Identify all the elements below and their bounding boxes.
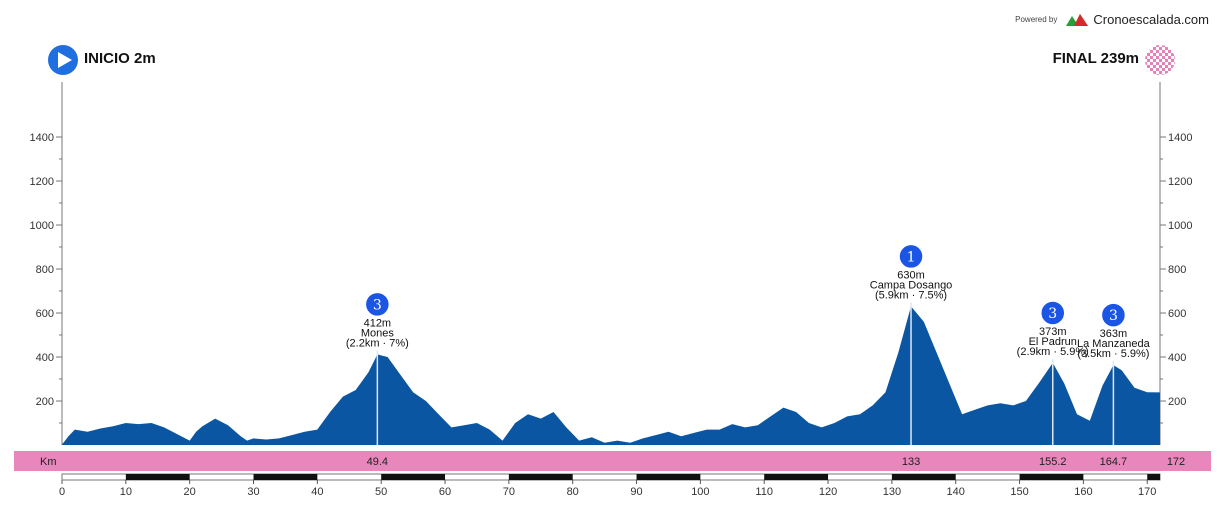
climb-category-label: 3 bbox=[1048, 306, 1057, 322]
x-tick-label: 140 bbox=[947, 486, 965, 498]
x-tick-label: 0 bbox=[59, 486, 65, 498]
climb-category-label: 3 bbox=[373, 297, 382, 313]
climb-elevation-label: 363m bbox=[1100, 328, 1128, 340]
y-tick-label-right: 200 bbox=[1168, 396, 1186, 408]
km-band-bar bbox=[14, 451, 1211, 471]
km-band-mark: 164.7 bbox=[1100, 456, 1128, 468]
km-band-mark: 155.2 bbox=[1039, 456, 1067, 468]
climb-elevation-label: 630m bbox=[897, 269, 925, 281]
y-tick-label-right: 600 bbox=[1168, 308, 1186, 320]
x-tick-label: 40 bbox=[311, 486, 323, 498]
y-tick-label-right: 1200 bbox=[1168, 176, 1192, 188]
x-scale-segment bbox=[764, 474, 829, 480]
y-tick-label-left: 800 bbox=[36, 264, 54, 276]
y-tick-label-left: 1400 bbox=[30, 132, 54, 144]
x-tick-label: 150 bbox=[1010, 486, 1028, 498]
x-tick-label: 30 bbox=[247, 486, 259, 498]
km-band-mark: 49.4 bbox=[367, 456, 388, 468]
y-axis-left: 200 400 600 800 1000 1200 1400 bbox=[30, 82, 63, 445]
x-tick-label: 120 bbox=[819, 486, 837, 498]
x-scale-segment bbox=[1019, 474, 1084, 480]
y-tick-label-left: 200 bbox=[36, 396, 54, 408]
x-scale-segment bbox=[1147, 474, 1160, 480]
x-tick-label: 110 bbox=[755, 486, 773, 498]
powered-by-text: Powered by bbox=[1015, 15, 1058, 24]
y-tick-label-left: 1000 bbox=[30, 220, 54, 232]
climb-elevation-label: 373m bbox=[1039, 326, 1067, 338]
x-scale-segment bbox=[125, 474, 190, 480]
climb-detail-label: (2.2km · 7%) bbox=[346, 337, 409, 349]
x-tick-label: 70 bbox=[503, 486, 515, 498]
mountain-logo-icon bbox=[1066, 13, 1089, 26]
x-scale-segment bbox=[508, 474, 573, 480]
climb-name-label: Mones bbox=[361, 327, 395, 339]
x-tick-label: 20 bbox=[184, 486, 196, 498]
x-tick-label: 170 bbox=[1138, 486, 1156, 498]
x-scale-segment bbox=[891, 474, 956, 480]
checkered-flag-icon bbox=[1145, 45, 1175, 75]
x-scale-bar-outline bbox=[61, 473, 1161, 481]
y-tick-label-left: 600 bbox=[36, 308, 54, 320]
x-scale-segment bbox=[253, 474, 318, 480]
climb-category-badge bbox=[364, 291, 391, 318]
climb-category-badge bbox=[1040, 300, 1066, 326]
climb-detail-label: (3.5km · 5.9%) bbox=[1077, 348, 1149, 360]
y-tick-label-left: 400 bbox=[36, 352, 54, 364]
y-tick-label-right: 1000 bbox=[1168, 220, 1192, 232]
km-band: Km 49.4 133 155.2 164.7 172 bbox=[14, 451, 1211, 471]
climb-detail-label: (2.9km · 5.9%) bbox=[1017, 346, 1089, 358]
branding: Powered by Cronoescalada.com bbox=[1015, 12, 1209, 27]
km-band-mark: 172 bbox=[1167, 456, 1185, 468]
x-tick-label: 60 bbox=[439, 486, 451, 498]
climb-name-label: El Padrun bbox=[1029, 336, 1077, 348]
x-tick-label: 90 bbox=[630, 486, 642, 498]
finish-label: FINAL 239m bbox=[1052, 50, 1139, 67]
climb-name-label: Campa Dosango bbox=[870, 279, 953, 291]
x-tick-label: 100 bbox=[691, 486, 709, 498]
climb-detail-label: (5.9km · 7.5%) bbox=[875, 289, 947, 301]
climb-category-badge bbox=[1100, 302, 1127, 328]
y-tick-label-right: 800 bbox=[1168, 264, 1186, 276]
x-scale-segment bbox=[636, 474, 701, 480]
elevation-profile-area bbox=[62, 306, 1160, 445]
x-tick-label: 80 bbox=[567, 486, 579, 498]
x-axis: 0 10 20 30 40 50 60 70 80 90 100 110 120 130 140 150 160… bbox=[59, 473, 1161, 498]
y-tick-label-right: 1400 bbox=[1168, 132, 1192, 144]
climb-elevation-label: 412m bbox=[364, 317, 392, 329]
climb-category-label: 3 bbox=[1109, 308, 1118, 324]
climb-category-badge bbox=[898, 243, 924, 270]
y-tick-label-left: 1200 bbox=[30, 176, 54, 188]
brand-name: Cronoescalada.com bbox=[1093, 12, 1209, 27]
play-icon bbox=[48, 45, 78, 75]
x-tick-label: 10 bbox=[120, 486, 132, 498]
y-axis-right: 200 400 600 800 1000 1200 1400 bbox=[1159, 82, 1192, 445]
y-tick-label-right: 400 bbox=[1168, 352, 1186, 364]
x-tick-label: 50 bbox=[375, 486, 387, 498]
km-band-label: Km bbox=[40, 456, 57, 468]
x-tick-label: 130 bbox=[883, 486, 901, 498]
x-scale-segment bbox=[381, 474, 446, 480]
start-label: INICIO 2m bbox=[84, 50, 156, 67]
climb-name-label: La Manzaneda bbox=[1077, 338, 1151, 350]
climb-category-label: 1 bbox=[907, 249, 916, 265]
km-band-mark: 133 bbox=[902, 456, 920, 468]
x-tick-label: 160 bbox=[1074, 486, 1092, 498]
